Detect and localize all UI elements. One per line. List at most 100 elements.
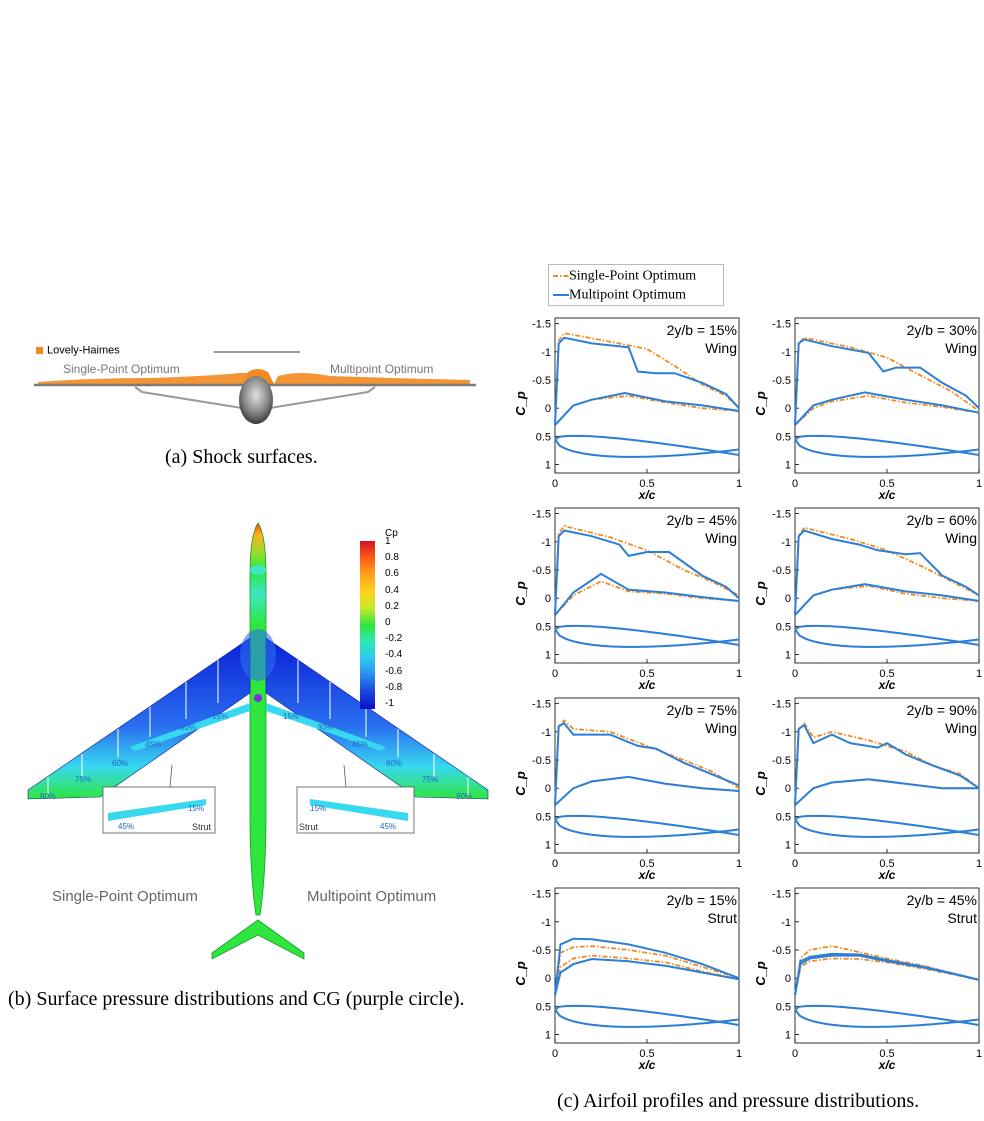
x-tick-label: 1 [976,668,982,680]
y-tick-label: 1 [545,650,551,662]
station-right-30: 30% [317,723,334,732]
colorbar-tick: 0 [385,617,391,628]
x-tick-label: 0.5 [639,478,654,490]
strut-right-label: Strut [299,822,319,832]
legend-label-single: Single-Point Optimum [569,268,697,284]
y-tick-label: 0 [785,783,791,795]
strut-right-45: 45% [380,822,397,831]
airfoil-panel: -1.5-1-0.500.510 0.5 1x/cC_p2y/b = 75%Wing [513,697,742,882]
y-axis-label: C_p [513,961,528,986]
x-axis-label: x/c [638,868,656,882]
y-tick-label: 0.5 [776,431,791,443]
panel-station-label: 2y/b = 75% [667,702,737,718]
panel-station-label: 2y/b = 45% [667,512,737,528]
cp-multi-upper [794,723,980,806]
x-tick-label: 1 [976,1048,982,1060]
strut-left-label: Strut [192,822,212,832]
panel-station-label: 2y/b = 45% [907,892,977,908]
strut-left-45: 45% [118,822,135,831]
panel-station-label: 2y/b = 90% [907,702,977,718]
cp-multi-upper [794,338,980,426]
profile-multi-upper [794,434,980,456]
y-tick-label: -1 [781,917,791,929]
colorbar-title: Cp [385,528,398,539]
profile-multi-lower [554,818,740,838]
profile-multi-lower [794,1008,980,1028]
station-left-60: 60% [112,759,129,768]
x-axis-label: x/c [878,678,896,692]
panel-station-label: 2y/b = 15% [667,892,737,908]
colorbar-tick: -0.8 [385,681,403,693]
x-axis-label: x/c [878,488,896,502]
y-tick-label: -1 [541,347,551,359]
y-tick-label: 0 [545,973,551,985]
pressure-distribution-figure [27,522,489,960]
station-left-30: 30% [180,723,197,732]
cp-single-upper [554,524,740,616]
y-tick-label: 0.5 [776,1001,791,1013]
y-tick-label: 1 [785,460,791,472]
x-tick-label: 0.5 [879,478,894,490]
station-left-90: 90% [40,792,57,801]
y-tick-label: 1 [545,840,551,852]
pressure-left-label: Single-Point Optimum [52,888,198,905]
station-right-75: 75% [422,775,439,784]
colorbar-tick: -0.2 [385,633,403,645]
colorbar-tick: 0.8 [385,552,399,564]
station-left-75: 75% [75,775,92,784]
panel-component-label: Strut [707,910,737,926]
shock-left-label: Single-Point Optimum [63,362,180,376]
panel-component-label: Wing [705,340,737,356]
station-left-45: 45% [145,740,162,749]
panel-station-label: 2y/b = 30% [907,322,977,338]
strut-right-15: 15% [310,804,327,813]
cp-multi-upper [554,937,740,996]
airfoil-panel: -1.5-1-0.500.510 0.5 1x/cC_p2y/b = 45%Wing [513,507,742,692]
cp-single-upper [554,332,740,426]
profile-multi-upper [794,624,980,646]
shock-right-label: Multipoint Optimum [330,362,434,376]
y-tick-label: -1 [541,917,551,929]
x-tick-label: 0 [792,478,798,490]
legend-label: Lovely-Haimes [47,344,120,357]
y-tick-label: -1 [541,537,551,549]
station-right-60: 60% [386,759,403,768]
profile-multi-upper [554,624,740,646]
y-tick-label: 0 [545,783,551,795]
profile-multi-upper [554,434,740,456]
y-tick-label: 0.5 [776,621,791,633]
x-tick-label: 1 [976,858,982,870]
y-axis-label: C_p [753,391,768,416]
y-tick-label: 1 [785,650,791,662]
shock-surface-right [274,373,470,384]
legend-label-multi: Multipoint Optimum [569,287,687,303]
legend-swatch [36,346,43,354]
x-tick-label: 0.5 [639,668,654,680]
colorbar-tick: 0.4 [385,584,399,596]
station-right-15: 15% [283,712,300,721]
x-axis-label: x/c [638,488,656,502]
y-tick-label: -1.5 [772,319,791,331]
panel-component-label: Wing [945,720,977,736]
y-tick-label: 0.5 [536,811,551,823]
caption-b: (b) Surface pressure distributions and C… [8,988,465,1010]
x-tick-label: 0 [552,478,558,490]
airfoil-charts: -1.5-1-0.500.510 0.5 1x/cC_p2y/b = 15%Wing… [513,317,982,1070]
panel-station-label: 2y/b = 15% [667,322,737,338]
shock-surface-left [38,373,250,384]
panel-component-label: Wing [945,340,977,356]
panel-station-label: 2y/b = 60% [907,512,977,528]
y-tick-label: 0.5 [536,621,551,633]
profile-multi-lower [794,438,980,458]
legend-item-single: Single-Point Optimum [553,267,696,285]
cp-single-upper [794,336,980,426]
y-tick-label: -1.5 [772,509,791,521]
cp-multi-lower [794,954,980,996]
airfoil-panel: -1.5-1-0.500.510 0.5 1x/cC_p2y/b = 45%Stru… [753,887,982,1070]
y-tick-label: -0.5 [772,375,791,387]
x-tick-label: 1 [736,478,742,490]
profile-multi-upper [794,1004,980,1026]
x-tick-label: 0 [792,1048,798,1060]
cp-single-lower [794,394,980,426]
cp-multi-lower [554,775,740,806]
